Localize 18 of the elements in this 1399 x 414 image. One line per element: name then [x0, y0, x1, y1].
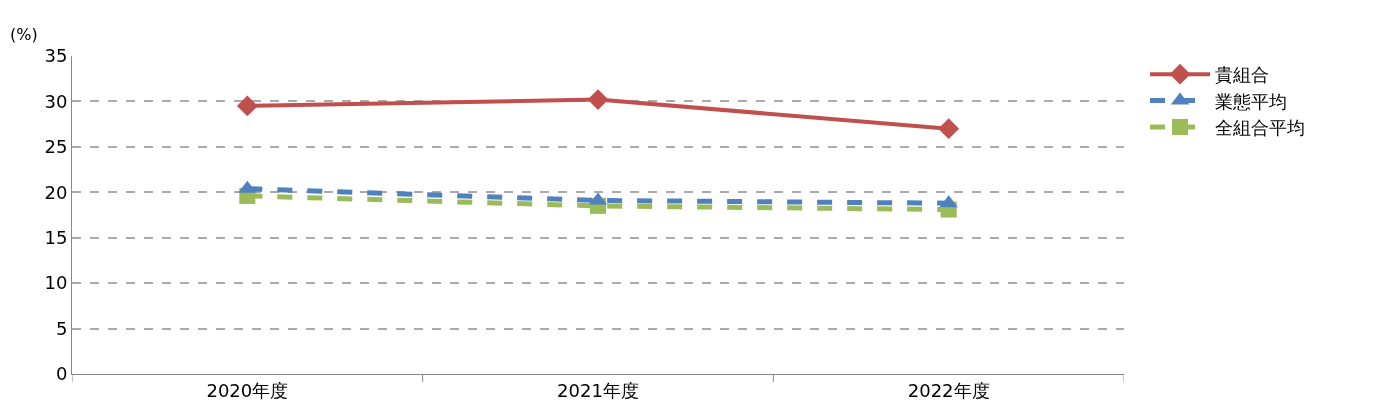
legend-label: 全組合平均: [1215, 117, 1306, 139]
y-axis-title: (%): [10, 25, 38, 44]
y-tick-label: 5: [55, 317, 68, 339]
legend-label: 業態平均: [1215, 90, 1288, 112]
y-tick-label: 10: [44, 272, 68, 294]
y-tick-label: 25: [44, 136, 68, 158]
y-tick-label: 20: [44, 181, 68, 203]
x-tick-label: 2022年度: [907, 379, 990, 401]
point: [587, 89, 609, 111]
point: [938, 118, 960, 140]
legend-label: 貴組合: [1215, 64, 1270, 86]
x-tick-label: 2021年度: [557, 379, 639, 401]
y-tick-label: 0: [55, 363, 68, 385]
y-tick-label: 15: [44, 227, 68, 249]
x-tick-label: 2020年度: [206, 379, 289, 401]
point: [236, 95, 258, 117]
y-tick-label: 35: [44, 45, 68, 67]
y-tick-label: 30: [44, 90, 68, 112]
